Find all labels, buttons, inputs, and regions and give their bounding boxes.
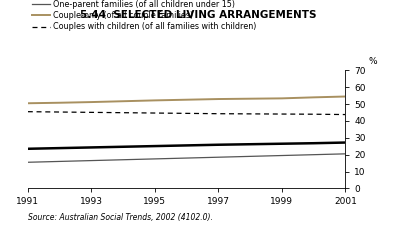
Legend: Lone-person households, One-parent families (of all children under 15), Couple-o: Lone-person households, One-parent famil… — [32, 0, 256, 32]
Text: Source: Australian Social Trends, 2002 (4102.0).: Source: Australian Social Trends, 2002 (… — [28, 213, 213, 222]
Text: 5.44  SELECTED LIVING ARRANGEMENTS: 5.44 SELECTED LIVING ARRANGEMENTS — [80, 10, 317, 20]
Text: %: % — [368, 57, 377, 66]
